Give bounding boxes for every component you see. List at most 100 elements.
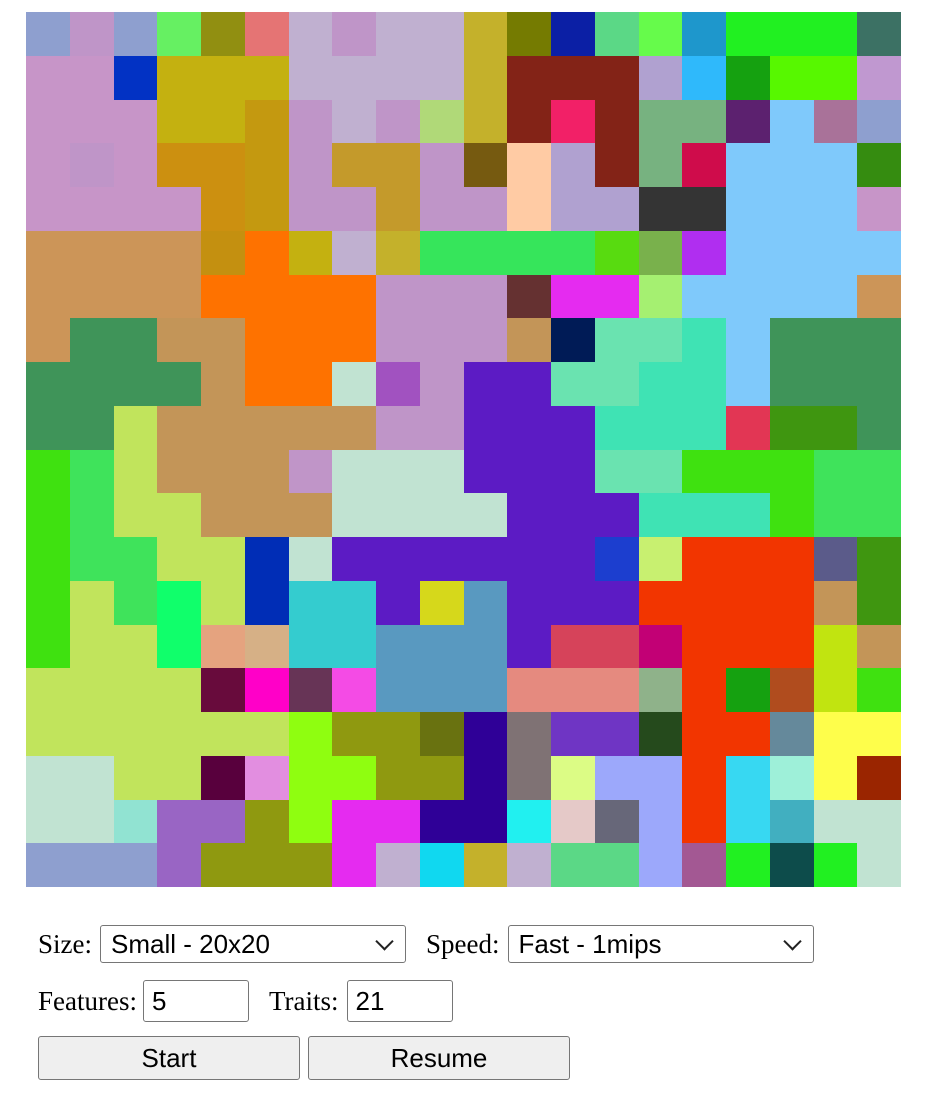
grid-cell [113,624,158,669]
grid-cell [594,668,639,712]
grid-cell [376,230,420,275]
grid-cell [201,624,245,669]
grid-cell [332,55,376,100]
grid-cell [638,843,683,887]
grid-cell [332,449,376,494]
grid-cell [813,449,858,494]
grid-cell [638,99,683,144]
grid-cell [769,493,814,537]
grid-cell [682,712,726,756]
simulation-grid[interactable] [26,12,901,887]
grid-cell [463,580,508,625]
grid-cell [244,843,289,887]
features-input[interactable]: 5 [142,980,249,1022]
grid-cell [682,12,726,56]
grid-cell [594,537,639,581]
grid-cell [857,580,901,625]
grid-cell [769,274,814,319]
grid-cell [157,230,201,275]
grid-cell [769,12,814,56]
grid-cell [157,624,201,669]
grid-cell [376,712,420,756]
grid-cell [157,843,201,887]
grid-cell [857,755,901,800]
grid-cell [857,493,901,537]
grid-cell [69,12,114,56]
grid-cell [813,143,858,187]
grid-cell [507,449,551,494]
grid-cell [594,449,639,494]
grid-cell [288,274,333,319]
grid-cell [113,668,158,712]
grid-cell [157,712,201,756]
grid-cell [157,187,201,231]
grid-cell [551,712,595,756]
grid-cell [201,449,245,494]
grid-cell [26,493,70,537]
size-speed-row: Size: Small - 20x20 Speed: Fast - 1mips [38,925,814,963]
grid-cell [638,799,683,844]
grid-cell [551,668,595,712]
traits-label: Traits: [268,985,339,1016]
grid-cell [244,187,289,231]
grid-cell [682,318,726,362]
grid-cell [113,187,158,231]
grid-cell [26,187,70,231]
grid-cell [201,143,245,187]
grid-cell [201,580,245,625]
traits-input[interactable]: 21 [346,980,453,1022]
grid-cell [507,668,551,712]
grid-cell [376,449,420,494]
grid-cell [376,580,420,625]
grid-cell [769,537,814,581]
grid-cell [376,187,420,231]
grid-cell [376,362,420,406]
size-select[interactable]: Small - 20x20 [100,925,406,963]
grid-cell [726,712,770,756]
grid-cell [507,405,551,450]
grid-cell [26,274,70,319]
speed-select[interactable]: Fast - 1mips [507,925,814,963]
grid-cell [69,405,114,450]
grid-cell [26,537,70,581]
grid-cell [638,580,683,625]
grid-cell [769,449,814,494]
grid-cell [419,755,464,800]
grid-cell [682,799,726,844]
grid-cell [113,799,158,844]
grid-cell [69,143,114,187]
grid-cell [638,493,683,537]
grid-cell [244,274,289,319]
grid-cell [682,755,726,800]
grid-cell [638,274,683,319]
grid-cell [332,755,376,800]
grid-cell [463,187,508,231]
grid-cell [463,843,508,887]
grid-cell [857,187,901,231]
grid-cell [726,55,770,100]
grid-cell [376,405,420,450]
grid-cell [507,755,551,800]
start-button[interactable]: Start [38,1036,300,1080]
grid-cell [113,712,158,756]
grid-cell [551,755,595,800]
grid-cell [507,143,551,187]
grid-cell [857,99,901,144]
grid-cell [157,362,201,406]
grid-cell [769,755,814,800]
grid-cell [463,799,508,844]
grid-cell [507,493,551,537]
grid-cell [157,143,201,187]
grid-cell [551,99,595,144]
grid-cell [376,99,420,144]
grid-cell [69,187,114,231]
grid-cell [244,99,289,144]
grid-cell [463,55,508,100]
grid-cell [813,843,858,887]
resume-button[interactable]: Resume [308,1036,570,1080]
grid-cell [682,143,726,187]
grid-cell [113,580,158,625]
grid-cell [726,187,770,231]
grid-cell [857,712,901,756]
grid-cell [26,143,70,187]
